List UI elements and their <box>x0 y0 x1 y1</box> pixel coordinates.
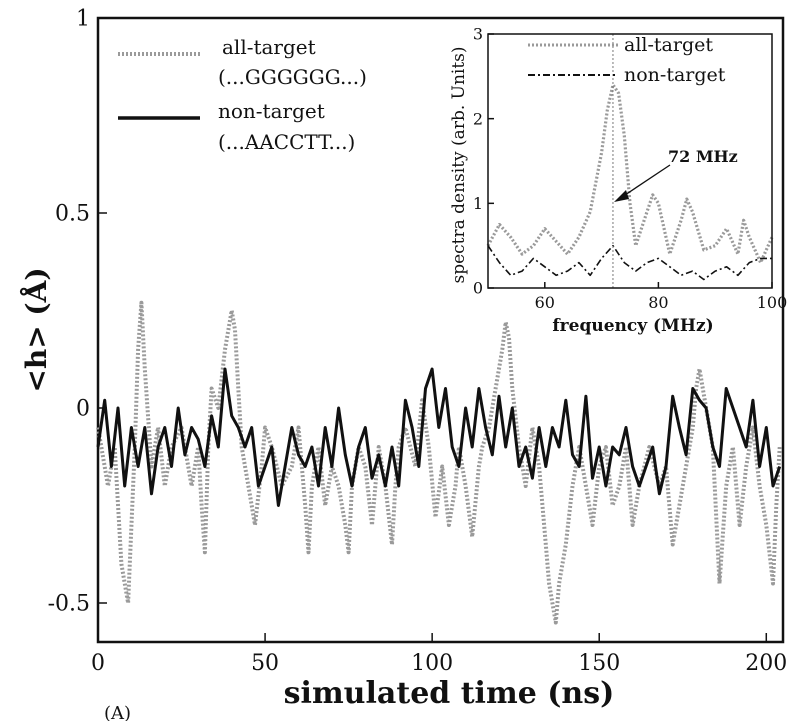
inset-y-axis-title: spectra density (arb. Units) <box>449 46 469 283</box>
series-line-non-target <box>487 244 772 281</box>
inset-x-axis-title: frequency (MHz) <box>552 316 713 336</box>
x-tick-label: 100 <box>411 651 453 676</box>
y-tick-label: -0.5 <box>48 592 90 617</box>
x-tick-label: 50 <box>251 651 279 676</box>
series-line-all-target <box>96 300 782 625</box>
inset-chart: 60 80 100 0 1 2 3 all-target non-target 72 MHz… <box>449 25 787 336</box>
main-chart: 0 50 100 150 200 -0.5 0 0.5 1 all-target (...GGG… <box>19 7 787 711</box>
y-tick-label: 1 <box>76 7 90 32</box>
x-tick-label: 0 <box>91 651 105 676</box>
y-tick-label: 0.5 <box>55 202 90 227</box>
annotation-arrow <box>621 164 671 198</box>
x-axis-title: simulated time (ns) <box>284 676 615 711</box>
legend-label-non-target: non-target <box>218 99 325 123</box>
inset-legend: all-target non-target <box>528 34 726 86</box>
y-tick-label: 2 <box>473 109 483 128</box>
legend-sublabel-all-target: (...GGGGGG...) <box>218 65 367 89</box>
main-tick-labels: 0 50 100 150 200 -0.5 0 0.5 1 <box>48 7 788 676</box>
inset-ticks <box>488 33 773 289</box>
annotation-72mhz: 72 MHz <box>668 147 738 166</box>
series-line-non-target <box>96 367 782 507</box>
main-series <box>96 300 782 625</box>
inset-tick-labels: 60 80 100 0 1 2 3 <box>473 25 787 312</box>
legend-sublabel-non-target: (...AACCTT...) <box>218 130 355 154</box>
x-tick-label: 150 <box>578 651 620 676</box>
y-tick-label: 0 <box>473 279 483 298</box>
main-ticks <box>97 17 768 642</box>
y-tick-label: 1 <box>473 194 483 213</box>
y-tick-label: 0 <box>76 397 90 422</box>
x-tick-label: 200 <box>745 651 787 676</box>
y-axis-title: <h> (Å) <box>19 267 53 392</box>
main-legend: all-target (...GGGGGG...) non-target (..… <box>118 35 367 154</box>
panel-label: (A) <box>104 703 131 721</box>
inset-legend-label-non-target: non-target <box>624 64 726 86</box>
x-tick-label: 60 <box>535 293 555 312</box>
x-tick-label: 100 <box>757 293 788 312</box>
inset-plot-frame <box>487 33 773 289</box>
main-plot-frame <box>96 16 785 644</box>
y-tick-label: 3 <box>473 25 483 44</box>
x-tick-label: 80 <box>648 293 668 312</box>
inset-legend-label-all-target: all-target <box>624 34 713 56</box>
annotation-arrowhead <box>614 190 629 202</box>
inset-series <box>486 34 774 288</box>
legend-label-all-target: all-target <box>222 35 316 59</box>
series-line-all-target <box>486 83 774 265</box>
